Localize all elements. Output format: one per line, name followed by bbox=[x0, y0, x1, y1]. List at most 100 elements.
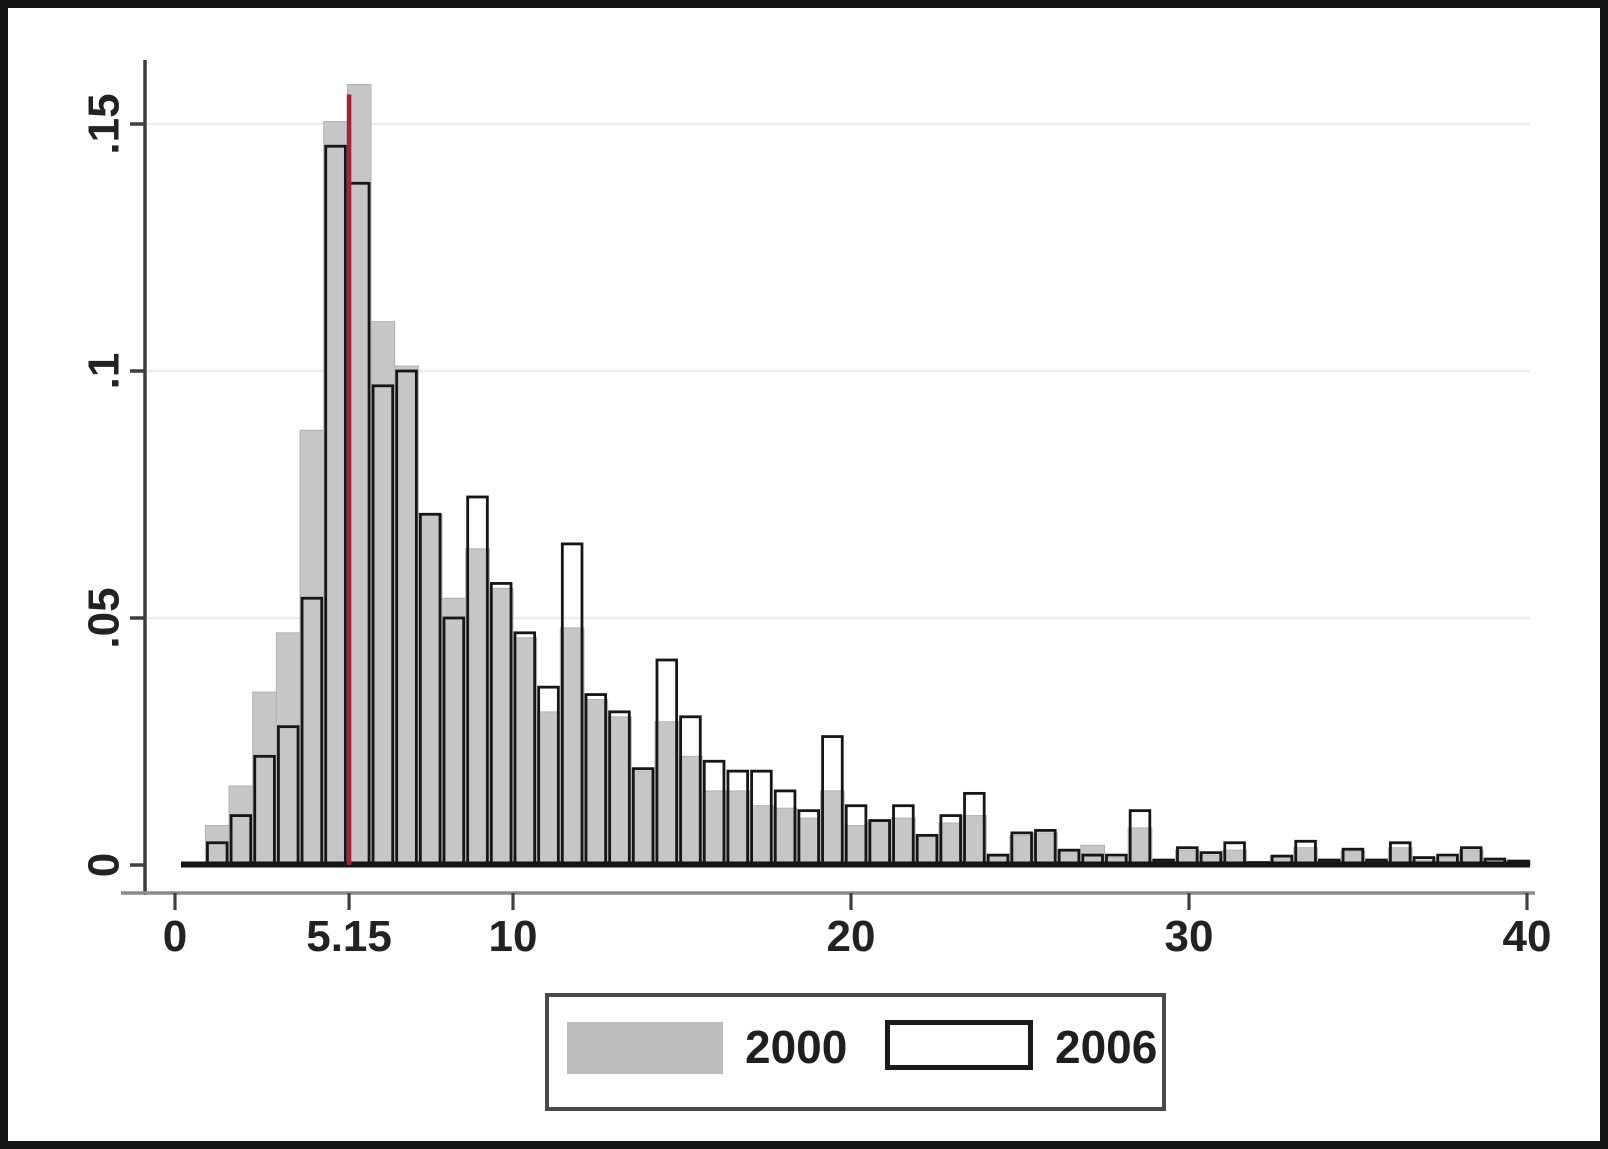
bar-2000 bbox=[1127, 827, 1153, 866]
bar-2006 bbox=[253, 754, 276, 867]
x-tick-label: 20 bbox=[827, 912, 876, 961]
bar-2000 bbox=[654, 721, 680, 866]
bar-2000 bbox=[678, 755, 703, 866]
bar-2006 bbox=[1389, 841, 1412, 867]
bar-2000 bbox=[394, 365, 419, 866]
bar-2000 bbox=[772, 807, 798, 866]
bar-2000 bbox=[370, 321, 396, 866]
legend-label-2006: 2006 bbox=[1055, 1021, 1158, 1073]
bar-2000 bbox=[465, 548, 490, 866]
bar-2006 bbox=[300, 596, 324, 867]
bar-2000 bbox=[607, 716, 632, 866]
legend: 2000 2006 bbox=[545, 993, 1166, 1111]
bar-2006 bbox=[1294, 839, 1317, 867]
bar-2000 bbox=[796, 817, 822, 866]
bar-2006 bbox=[1412, 856, 1436, 867]
bar-2006 bbox=[750, 769, 773, 867]
bar-2006 bbox=[1436, 853, 1459, 867]
bar-2006 bbox=[844, 804, 868, 867]
bar-2000 bbox=[820, 790, 845, 866]
bar-2006 bbox=[655, 658, 679, 867]
bar-2006 bbox=[560, 542, 584, 867]
bar-2000 bbox=[228, 785, 254, 866]
bar-2000 bbox=[867, 820, 893, 866]
bar-2006 bbox=[1341, 847, 1365, 867]
bar-2006 bbox=[702, 759, 726, 867]
bar-2006 bbox=[1199, 851, 1223, 867]
bar-2000 bbox=[441, 597, 467, 866]
bar-2006 bbox=[418, 512, 442, 867]
bar-2006 bbox=[868, 819, 891, 867]
bar-2006 bbox=[442, 616, 466, 867]
x-tick-label: 5.15 bbox=[306, 912, 392, 961]
bar-2006 bbox=[939, 814, 962, 867]
bar-2000 bbox=[536, 711, 561, 866]
bar-2006 bbox=[324, 144, 347, 867]
bar-2006 bbox=[1105, 853, 1128, 867]
bar-2000 bbox=[417, 513, 443, 866]
bar-2000 bbox=[725, 790, 751, 866]
bar-2000 bbox=[512, 637, 538, 866]
legend-swatch-2006 bbox=[885, 1020, 1033, 1070]
bar-2006 bbox=[1365, 858, 1388, 867]
bar-2006 bbox=[584, 693, 608, 867]
y-tick-label: 0 bbox=[80, 853, 129, 877]
y-tick-label: .15 bbox=[80, 93, 129, 154]
bar-2000 bbox=[583, 699, 609, 866]
bar-2000 bbox=[323, 121, 348, 866]
bar-2006 bbox=[773, 789, 797, 867]
bar-2006 bbox=[679, 715, 702, 867]
bar-2006 bbox=[915, 833, 939, 867]
bar-2000 bbox=[701, 790, 727, 866]
legend-label-2000: 2000 bbox=[745, 1021, 848, 1073]
bar-2006 bbox=[892, 804, 915, 867]
bar-2000 bbox=[630, 770, 656, 866]
bar-2000 bbox=[962, 815, 987, 866]
bar-2006 bbox=[1507, 859, 1530, 867]
x-tick-label: 10 bbox=[489, 912, 538, 961]
bar-2006 bbox=[1318, 858, 1341, 867]
bar-2006 bbox=[1460, 846, 1483, 867]
bar-2006 bbox=[206, 841, 229, 867]
bar-2000 bbox=[275, 632, 301, 866]
bar-2006 bbox=[371, 384, 395, 867]
bar-2006 bbox=[608, 710, 631, 867]
bar-2000 bbox=[488, 587, 514, 866]
bar-2006 bbox=[1483, 857, 1507, 867]
x-tick-label: 0 bbox=[163, 912, 187, 961]
histogram-chart: 0 .05 .1 .15 0 5.15 10 20 30 40 bbox=[80, 60, 1552, 961]
bar-2006 bbox=[1010, 831, 1033, 867]
bar-2006 bbox=[1081, 853, 1104, 867]
bar-2000 bbox=[914, 834, 940, 866]
bar-2006 bbox=[631, 767, 655, 867]
bar-2000 bbox=[1033, 832, 1058, 866]
bar-2006 bbox=[1034, 829, 1057, 867]
bar-2000 bbox=[1009, 834, 1035, 866]
x-tick-label: 30 bbox=[1165, 912, 1214, 961]
bar-2000 bbox=[252, 691, 277, 866]
bar-2006 bbox=[1176, 846, 1199, 867]
bar-2006 bbox=[963, 791, 986, 867]
bar-2000 bbox=[299, 429, 325, 866]
bar-2006 bbox=[1152, 858, 1175, 867]
bar-2006 bbox=[821, 735, 844, 867]
bar-2000 bbox=[204, 824, 230, 866]
bar-2006 bbox=[1270, 854, 1294, 867]
bar-2006 bbox=[986, 853, 1010, 867]
bar-2000 bbox=[749, 805, 774, 866]
y-tick-label: .05 bbox=[80, 587, 129, 648]
bar-2006 bbox=[537, 685, 560, 867]
bar-2000 bbox=[938, 822, 964, 866]
bar-2006 bbox=[395, 369, 418, 867]
bar-2006 bbox=[489, 582, 513, 867]
bar-2006 bbox=[726, 769, 750, 867]
x-tick-label: 40 bbox=[1503, 912, 1552, 961]
bar-2000 bbox=[559, 627, 585, 866]
bar-2006 bbox=[229, 814, 253, 867]
bar-2006 bbox=[276, 725, 300, 867]
bar-2006 bbox=[797, 809, 820, 867]
y-tick-label: .1 bbox=[80, 353, 129, 390]
bar-2006 bbox=[466, 495, 489, 867]
bar-2006 bbox=[1057, 848, 1081, 867]
